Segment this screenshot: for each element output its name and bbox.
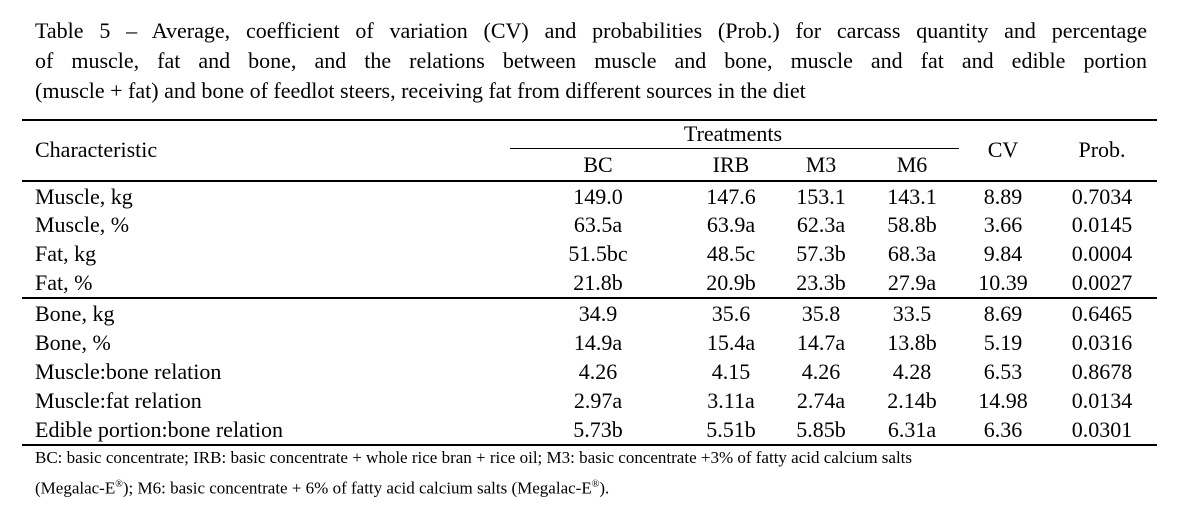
footnote-text: (Megalac-E — [35, 478, 116, 498]
header-characteristic: Characteristic — [35, 137, 158, 162]
table-cell: 14.98 — [978, 388, 1028, 413]
row-label: Muscle:bone relation — [35, 359, 222, 384]
table-cell: 3.66 — [983, 212, 1023, 237]
table-cell: 63.5a — [573, 212, 623, 237]
table-cell: 4.15 — [711, 359, 751, 384]
footnote-text: ). — [599, 478, 610, 498]
table-cell: 4.26 — [578, 359, 618, 384]
table-cell: 20.9b — [706, 270, 756, 295]
footnote-line: (Megalac-E®); M6: basic concentrate + 6%… — [35, 471, 1155, 502]
table-cell: 33.5 — [892, 301, 932, 326]
top-rule — [22, 119, 1157, 121]
table-cell: 23.3b — [796, 270, 846, 295]
table-cell: 5.85b — [796, 417, 846, 442]
table-footnote: BC: basic concentrate; IRB: basic concen… — [35, 444, 1155, 502]
table-cell: 15.4a — [706, 330, 756, 355]
registered-mark: ® — [591, 479, 600, 490]
table-cell: 0.0004 — [1071, 241, 1133, 266]
table-cell: 21.8b — [573, 270, 623, 295]
row-label: Muscle, kg — [35, 184, 133, 209]
table-cell: 13.8b — [887, 330, 937, 355]
table-cell: 9.84 — [983, 241, 1023, 266]
row-label: Edible portion:bone relation — [35, 417, 284, 442]
table-cell: 4.26 — [801, 359, 841, 384]
table-cell: 10.39 — [978, 270, 1028, 295]
table-cell: 0.0301 — [1071, 417, 1133, 442]
table-cell: 63.9a — [706, 212, 756, 237]
table-cell: 58.8b — [887, 212, 937, 237]
table-cell: 2.74a — [796, 388, 846, 413]
table-cell: 51.5bc — [568, 241, 628, 266]
header-bc: BC — [583, 152, 613, 177]
caption-line: of muscle, fat and bone, and the relatio… — [35, 48, 1147, 73]
table-caption: Table 5 – Average, coefficient of variat… — [35, 16, 1147, 106]
table-cell: 8.69 — [983, 301, 1023, 326]
table-cell: 6.31a — [887, 417, 937, 442]
header-cv: CV — [987, 137, 1019, 162]
table-cell: 34.9 — [578, 301, 618, 326]
header-rule — [22, 180, 1157, 182]
header-irb: IRB — [712, 152, 750, 177]
table-cell: 0.8678 — [1071, 359, 1133, 384]
table-cell: 2.97a — [573, 388, 623, 413]
table-cell: 5.19 — [983, 330, 1023, 355]
table-cell: 27.9a — [887, 270, 937, 295]
table-cell: 35.6 — [711, 301, 751, 326]
table-cell: 57.3b — [796, 241, 846, 266]
footnote-line: BC: basic concentrate; IRB: basic concen… — [35, 448, 913, 467]
row-label: Bone, kg — [35, 301, 115, 326]
header-m6: M6 — [896, 152, 928, 177]
table-cell: 6.36 — [983, 417, 1023, 442]
header-prob: Prob. — [1078, 137, 1126, 162]
table-cell: 62.3a — [796, 212, 846, 237]
treatments-rule — [510, 148, 959, 150]
table-cell: 4.28 — [892, 359, 932, 384]
table-cell: 0.0134 — [1071, 388, 1133, 413]
table-cell: 5.51b — [706, 417, 756, 442]
table-cell: 0.0027 — [1071, 270, 1133, 295]
table-cell: 14.9a — [573, 330, 623, 355]
table-cell: 35.8 — [801, 301, 841, 326]
caption-line: (muscle + fat) and bone of feedlot steer… — [35, 78, 806, 103]
row-label: Muscle, % — [35, 212, 130, 237]
table-cell: 149.0 — [573, 184, 623, 209]
row-label: Muscle:fat relation — [35, 388, 202, 413]
table-cell: 5.73b — [573, 417, 623, 442]
table-cell: 0.0145 — [1071, 212, 1133, 237]
table-cell: 8.89 — [983, 184, 1023, 209]
table-cell: 3.11a — [707, 388, 755, 413]
table-cell: 14.7a — [796, 330, 846, 355]
row-label: Fat, % — [35, 270, 93, 295]
header-treatments: Treatments — [683, 121, 783, 146]
caption-line: Table 5 – Average, coefficient of variat… — [35, 18, 1147, 43]
table-cell: 0.7034 — [1071, 184, 1133, 209]
middle-rule — [22, 297, 1157, 299]
bottom-rule — [22, 444, 1157, 446]
row-label: Bone, % — [35, 330, 111, 355]
table-cell: 143.1 — [887, 184, 937, 209]
registered-mark: ® — [115, 479, 123, 490]
table-cell: 0.6465 — [1071, 301, 1133, 326]
table-cell: 2.14b — [887, 388, 937, 413]
table-cell: 147.6 — [706, 184, 756, 209]
table-cell: 0.0316 — [1071, 330, 1133, 355]
table-cell: 153.1 — [796, 184, 846, 209]
row-label: Fat, kg — [35, 241, 97, 266]
header-m3: M3 — [805, 152, 837, 177]
footnote-text: ); M6: basic concentrate + 6% of fatty a… — [122, 478, 592, 498]
table-cell: 68.3a — [887, 241, 937, 266]
table-cell: 6.53 — [983, 359, 1023, 384]
table-cell: 48.5c — [706, 241, 756, 266]
